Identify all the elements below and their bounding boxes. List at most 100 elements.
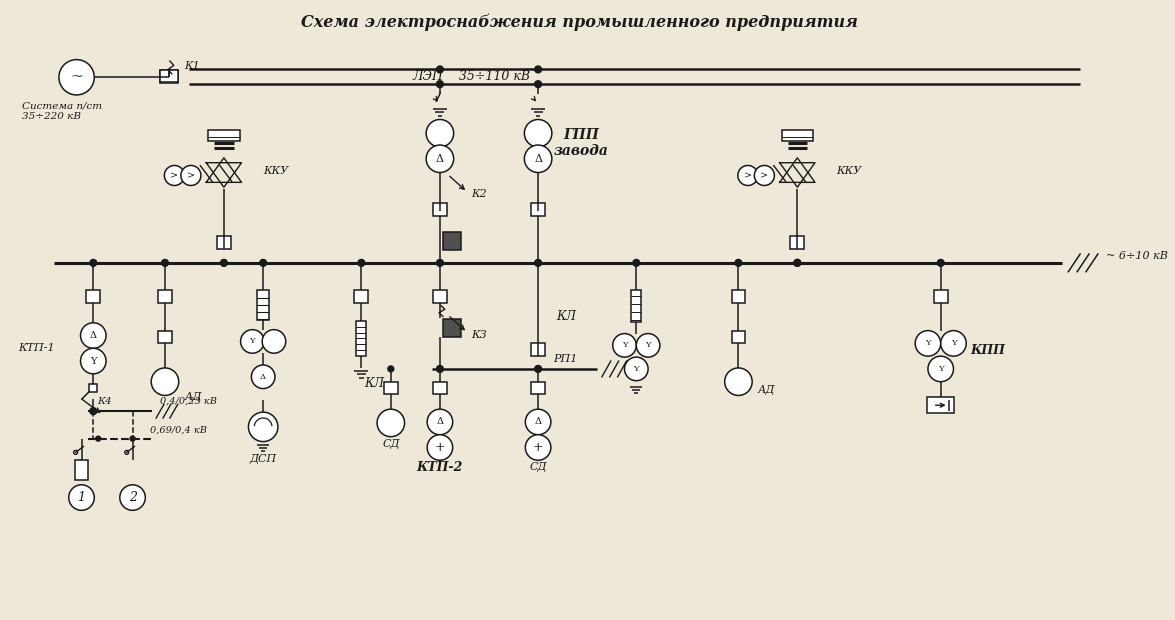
Text: Y: Y xyxy=(925,339,931,347)
Circle shape xyxy=(436,66,443,73)
Bar xyxy=(631,290,642,322)
Circle shape xyxy=(754,166,774,185)
Circle shape xyxy=(535,365,542,373)
Circle shape xyxy=(436,81,443,87)
Circle shape xyxy=(436,365,443,373)
Circle shape xyxy=(59,60,94,95)
Text: Δ: Δ xyxy=(535,154,542,164)
Text: ККУ: ККУ xyxy=(263,166,288,175)
Bar xyxy=(434,382,446,394)
Bar xyxy=(159,290,172,303)
Circle shape xyxy=(125,450,128,454)
Circle shape xyxy=(427,120,454,147)
Text: 2: 2 xyxy=(128,491,136,504)
Circle shape xyxy=(525,409,551,435)
Bar xyxy=(934,290,947,303)
Circle shape xyxy=(377,409,404,436)
Text: Y: Y xyxy=(622,342,627,349)
Circle shape xyxy=(161,259,168,267)
Circle shape xyxy=(81,323,106,348)
Circle shape xyxy=(535,259,542,267)
Bar xyxy=(217,236,230,249)
Text: Δ: Δ xyxy=(535,417,542,427)
Circle shape xyxy=(181,166,201,185)
Text: Y: Y xyxy=(938,365,944,373)
Circle shape xyxy=(535,81,542,87)
Text: ККУ: ККУ xyxy=(837,166,862,175)
Circle shape xyxy=(725,368,752,396)
Text: К2: К2 xyxy=(471,189,488,199)
Circle shape xyxy=(68,485,94,510)
Circle shape xyxy=(427,145,454,172)
Text: СД: СД xyxy=(530,462,546,472)
Text: 1: 1 xyxy=(78,491,86,504)
Bar xyxy=(159,330,172,343)
Bar xyxy=(781,130,813,141)
Bar xyxy=(531,343,545,356)
Text: Система п/ст
35÷220 кВ: Система п/ст 35÷220 кВ xyxy=(21,102,102,122)
Circle shape xyxy=(738,166,758,185)
Bar xyxy=(208,130,240,141)
Text: РП1: РП1 xyxy=(553,354,577,364)
Text: Δ: Δ xyxy=(260,373,267,381)
Text: КТП-2: КТП-2 xyxy=(417,461,463,474)
Bar xyxy=(927,397,954,413)
Bar xyxy=(355,290,368,303)
Text: АД: АД xyxy=(758,384,776,394)
Circle shape xyxy=(428,435,452,460)
Text: Δ: Δ xyxy=(89,331,96,340)
Circle shape xyxy=(794,259,801,267)
Circle shape xyxy=(89,408,96,415)
Text: Δ: Δ xyxy=(436,154,444,164)
Circle shape xyxy=(612,334,637,357)
Circle shape xyxy=(260,259,267,267)
Circle shape xyxy=(248,412,278,441)
Circle shape xyxy=(358,259,364,267)
Circle shape xyxy=(928,356,953,382)
Text: КПП: КПП xyxy=(971,343,1005,356)
Bar xyxy=(531,203,545,216)
Text: >: > xyxy=(760,171,768,180)
Circle shape xyxy=(535,66,542,73)
Circle shape xyxy=(524,120,552,147)
Text: >: > xyxy=(744,171,752,180)
Circle shape xyxy=(130,436,135,441)
Text: АД: АД xyxy=(184,392,202,402)
Circle shape xyxy=(251,365,275,389)
Text: ~: ~ xyxy=(70,70,83,84)
Text: Y: Y xyxy=(951,339,956,347)
Text: ГПП
завода: ГПП завода xyxy=(553,128,609,158)
Circle shape xyxy=(633,259,639,267)
Circle shape xyxy=(637,334,660,357)
Bar xyxy=(87,290,100,303)
Text: ДСП: ДСП xyxy=(249,454,277,464)
Circle shape xyxy=(74,450,78,454)
Circle shape xyxy=(625,357,649,381)
Text: ЛЭП    35÷110 кВ: ЛЭП 35÷110 кВ xyxy=(412,70,530,83)
Bar xyxy=(732,330,745,343)
Circle shape xyxy=(941,330,966,356)
Circle shape xyxy=(915,330,941,356)
Text: Y: Y xyxy=(645,342,651,349)
Bar xyxy=(75,460,88,480)
Text: Схема электроснабжения промышленного предприятия: Схема электроснабжения промышленного пре… xyxy=(301,14,858,31)
Text: >: > xyxy=(170,171,179,180)
Bar xyxy=(89,384,98,391)
Circle shape xyxy=(428,409,452,435)
Text: КЛ: КЛ xyxy=(364,377,384,390)
Circle shape xyxy=(262,330,286,353)
Circle shape xyxy=(89,259,96,267)
Bar xyxy=(443,232,461,250)
Circle shape xyxy=(241,330,264,353)
Text: 0,4/0,23 кВ: 0,4/0,23 кВ xyxy=(160,397,217,406)
Text: ~ 6÷10 кВ: ~ 6÷10 кВ xyxy=(1106,251,1168,261)
Bar xyxy=(434,290,446,303)
Text: >: > xyxy=(187,171,195,180)
Circle shape xyxy=(525,435,551,460)
Bar xyxy=(356,321,367,356)
Circle shape xyxy=(152,368,179,396)
Text: Δ: Δ xyxy=(436,417,443,427)
Circle shape xyxy=(736,259,741,267)
Circle shape xyxy=(436,259,443,267)
Circle shape xyxy=(938,259,945,267)
